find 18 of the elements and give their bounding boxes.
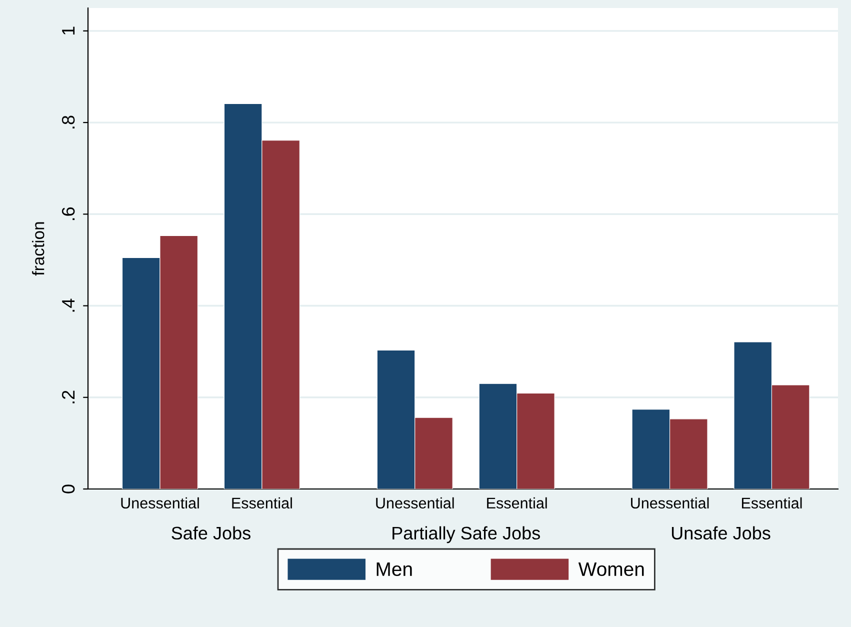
x-tick-label: Essential [742, 497, 802, 509]
y-tick-label: 1 [62, 26, 75, 35]
y-tick-label: .8 [62, 116, 75, 128]
legend-label: Men [376, 562, 412, 576]
x-tick-label: Essential [487, 497, 547, 509]
x-tick-label: Unessential [376, 497, 454, 509]
y-axis-title: fraction [32, 222, 44, 276]
text: Unsafe Jobs [672, 526, 770, 540]
text: Safe Jobs [172, 526, 250, 540]
x-tick-label: Essential [232, 497, 292, 509]
x-tick-label: Unessential [631, 497, 709, 509]
y-tick-label: .2 [62, 390, 75, 404]
x-tick-label: Unessential [121, 497, 199, 509]
text: Partially Safe Jobs [392, 526, 540, 544]
y-tick-label: .4 [62, 298, 75, 312]
legend-label: Women [578, 562, 644, 576]
y-tick-label: .6 [62, 207, 75, 220]
y-tick-label: 0 [62, 484, 75, 494]
